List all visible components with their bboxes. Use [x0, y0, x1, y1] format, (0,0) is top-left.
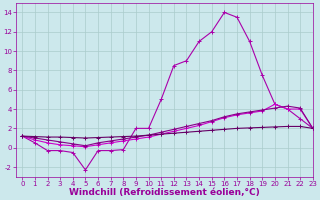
X-axis label: Windchill (Refroidissement éolien,°C): Windchill (Refroidissement éolien,°C)	[69, 188, 260, 197]
